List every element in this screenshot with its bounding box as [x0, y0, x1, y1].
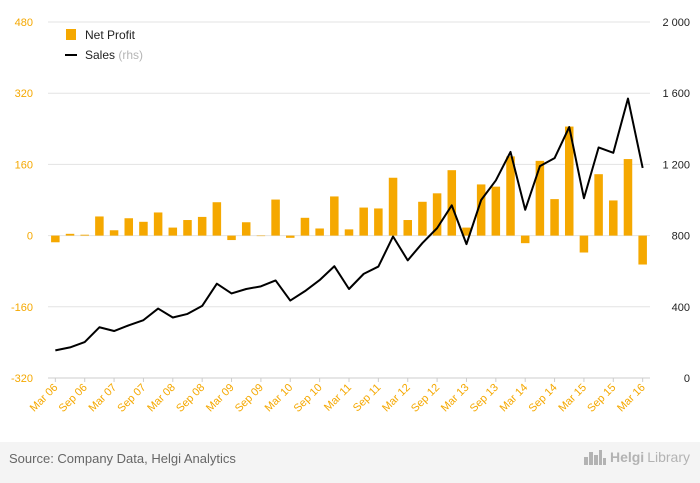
- left-tick-label: 160: [15, 159, 33, 171]
- x-tick-label: Mar 11: [322, 382, 354, 414]
- bar: [476, 184, 486, 236]
- bar: [139, 221, 148, 236]
- bar: [609, 200, 618, 236]
- right-tick-label: 800: [672, 231, 690, 243]
- x-tick-label: Mar 07: [86, 382, 119, 415]
- bar: [418, 201, 427, 236]
- legend-label-sales: Sales (rhs): [85, 48, 143, 62]
- bar: [330, 196, 339, 236]
- x-tick-label: Mar 06: [28, 382, 61, 415]
- bar: [109, 230, 119, 236]
- footer-bar: [0, 442, 700, 483]
- x-tick-label: Sep 15: [585, 382, 618, 415]
- bar: [388, 177, 398, 236]
- bar: [95, 216, 104, 236]
- bar: [51, 235, 60, 243]
- x-tick-label: Mar 12: [380, 382, 413, 415]
- bar: [168, 227, 178, 236]
- sales-line: [55, 97, 644, 352]
- left-tick-label: 320: [15, 88, 33, 100]
- legend: Net Profit Sales (rhs): [65, 28, 143, 62]
- bar: [535, 160, 545, 236]
- bar: [286, 235, 295, 238]
- skyline-icon: [583, 450, 606, 465]
- right-tick-label: 1 600: [662, 88, 690, 100]
- left-tick-label: -320: [11, 373, 33, 385]
- right-tick-label: 0: [684, 373, 690, 385]
- x-tick-label: Mar 15: [556, 382, 589, 415]
- bar: [638, 235, 647, 265]
- bar: [623, 159, 633, 236]
- source-note: Source: Company Data, Helgi Analytics: [9, 451, 236, 466]
- right-tick-label: 2 000: [662, 17, 690, 29]
- gridlines: [48, 21, 650, 308]
- x-tick-label: Mar 10: [263, 382, 296, 415]
- bar: [579, 235, 589, 253]
- bar: [241, 222, 251, 236]
- x-tick-label: Mar 08: [145, 382, 178, 415]
- bar: [359, 207, 368, 236]
- x-tick-label: Sep 13: [468, 382, 501, 415]
- bar: [432, 193, 442, 236]
- x-tick-label: Sep 07: [115, 382, 148, 415]
- sales-series-line: [55, 97, 644, 352]
- x-tick-label: Sep 12: [409, 382, 442, 415]
- right-tick-label: 1 200: [662, 159, 690, 171]
- bar: [212, 202, 222, 236]
- x-tick-label: Sep 11: [351, 382, 384, 415]
- bar: [594, 174, 603, 236]
- bar: [197, 216, 207, 236]
- x-tick-label: Sep 10: [292, 382, 325, 415]
- bar: [300, 217, 310, 236]
- bar: [65, 233, 75, 236]
- axes: -320 -160 0 160 320 480 0 400 800 1 200 1 600 2 000…: [11, 17, 690, 415]
- brand-suffix: Library: [647, 449, 690, 465]
- x-tick-label: Mar 16: [615, 382, 648, 415]
- bar: [344, 229, 354, 236]
- bar: [564, 126, 574, 236]
- bar: [256, 235, 266, 237]
- legend-rhs-suffix: (rhs): [118, 48, 143, 62]
- bar: [520, 235, 530, 244]
- x-tick-label: Sep 09: [233, 382, 266, 415]
- brand-name: Helgi: [609, 449, 645, 465]
- bar: [80, 234, 89, 236]
- x-tick-label: Mar 09: [204, 382, 237, 415]
- bar: [506, 156, 515, 236]
- bar: [403, 220, 412, 236]
- x-tick-label: Mar 14: [498, 382, 531, 415]
- bar: [227, 235, 236, 241]
- left-tick-label: 0: [27, 231, 33, 243]
- legend-swatch-net-profit: [66, 29, 76, 40]
- net-profit-bars: [51, 126, 647, 265]
- brand-logo: Helgi Library: [583, 449, 690, 465]
- right-tick-label: 400: [672, 302, 690, 314]
- chart: -320 -160 0 160 320 480 0 400 800 1 200 1 600 2 000…: [11, 17, 690, 415]
- left-tick-label: 480: [15, 17, 33, 29]
- bar: [183, 220, 192, 236]
- bar: [153, 212, 163, 236]
- legend-label-net-profit: Net Profit: [85, 28, 136, 42]
- bar: [374, 208, 383, 236]
- bar: [315, 228, 324, 236]
- x-tick-label: Mar 13: [439, 382, 472, 415]
- bar: [271, 199, 280, 236]
- x-tick-label: Sep 06: [57, 382, 90, 415]
- bar: [462, 227, 471, 236]
- x-tick-label: Sep 14: [527, 382, 560, 415]
- bar: [550, 199, 559, 236]
- left-tick-label: -160: [11, 302, 33, 314]
- x-tick-label: Sep 08: [174, 382, 207, 415]
- bar: [124, 218, 134, 236]
- bar: [447, 170, 457, 236]
- bar: [491, 186, 501, 236]
